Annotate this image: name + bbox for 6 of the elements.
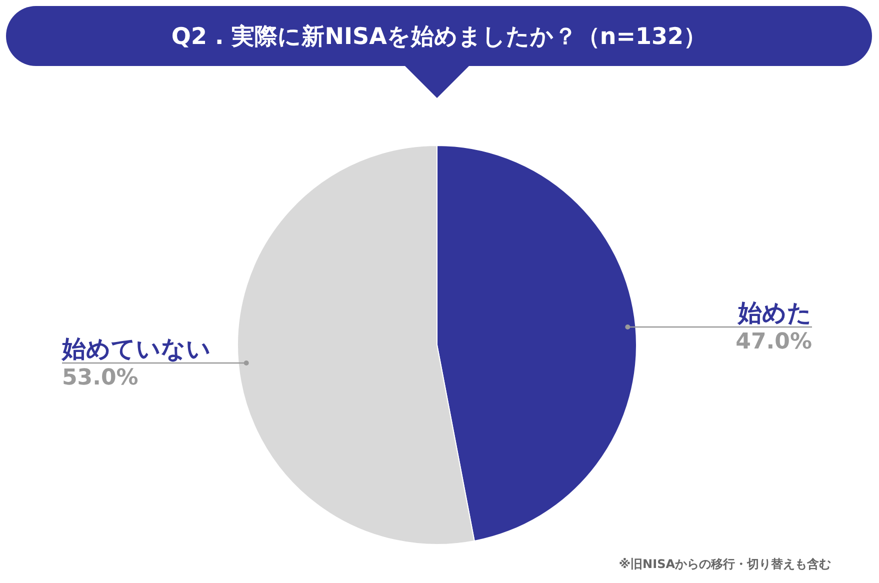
slice-label: 始めた [737,298,812,327]
data-label: 53.0% [62,366,138,391]
slice-label: 始めていない [61,335,211,364]
text: ※旧NISAからの移行・切り替えも含む [618,556,831,573]
data-label: 47.0% [736,330,812,355]
chart-title: Q2 . 実際に新NISAを始めましたか？（n=132） [6,6,872,66]
